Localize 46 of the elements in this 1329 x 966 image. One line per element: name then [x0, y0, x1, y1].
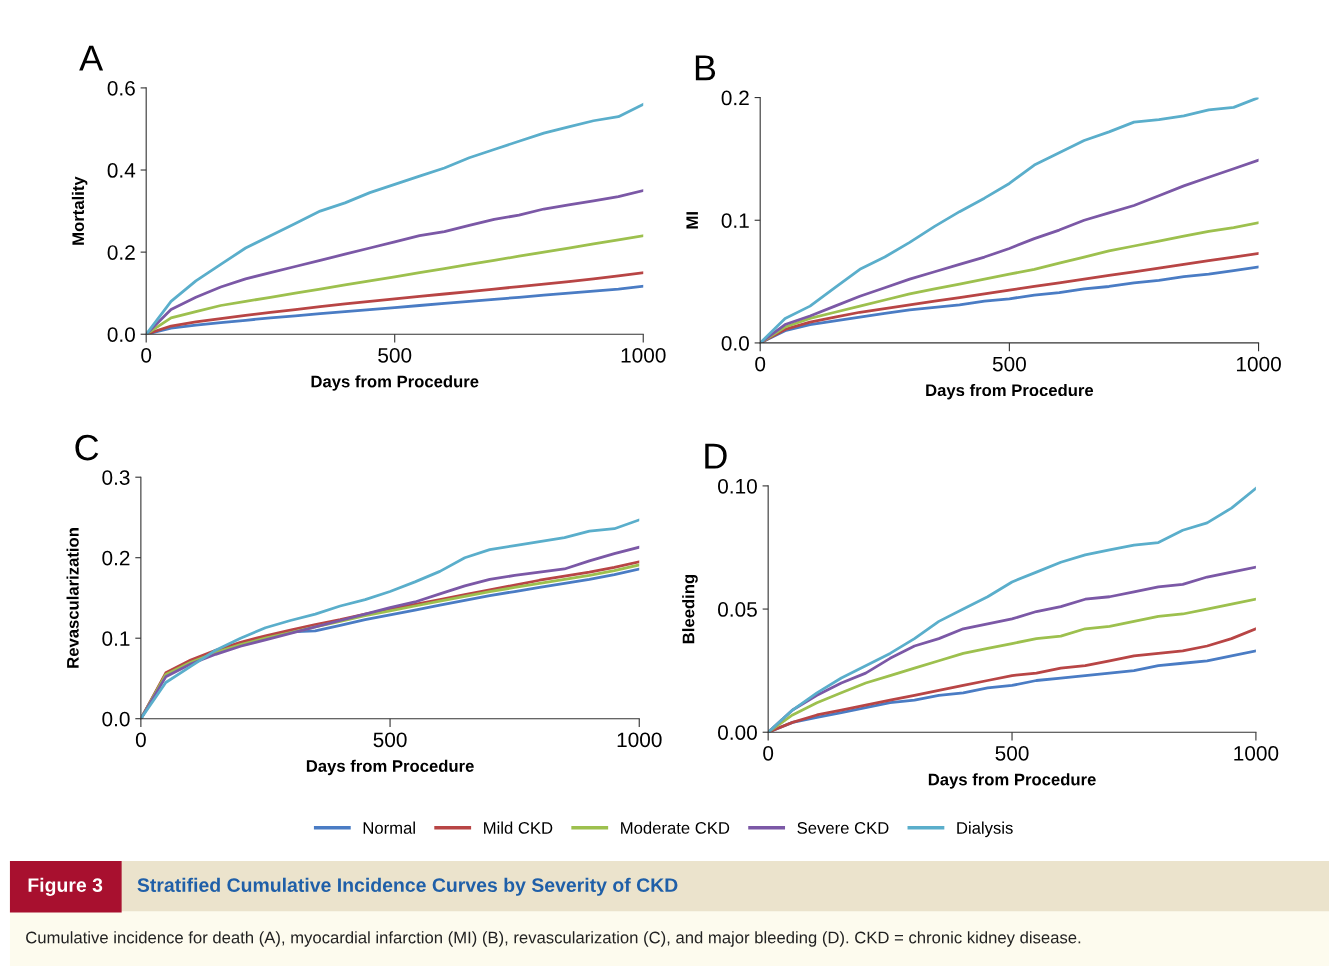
x-tick-label: 500: [995, 745, 1029, 761]
x-tick-label: 1000: [1236, 356, 1281, 372]
chart-title: A: [79, 45, 104, 71]
text: Stratified Cumulative Incidence Curves by Severity of CKD: [137, 877, 678, 896]
x-tick-label: 0: [135, 732, 146, 748]
y-tick-label: 0.2: [721, 90, 749, 106]
y-tick-label: 0.0: [102, 711, 130, 727]
caption: Figure 3: [28, 877, 103, 896]
y-tick-label: 0.0: [721, 335, 749, 351]
y-tick-label: 0.2: [107, 245, 135, 260]
x-tick-label: 1000: [617, 732, 662, 748]
legend-label: Dialysis: [957, 821, 1013, 838]
x-axis-title: Days from Procedure: [928, 773, 1096, 789]
y-tick-label: 0.4: [107, 163, 136, 178]
legend-label: Mild CKD: [484, 821, 553, 834]
x-axis-title: Days from Procedure: [311, 375, 479, 391]
y-tick-label: 0.2: [102, 550, 130, 566]
x-tick-label: 500: [992, 356, 1026, 372]
y-axis-title: MI: [686, 212, 698, 229]
legend-label: Normal: [363, 821, 415, 834]
legend-label: Severe CKD: [797, 822, 889, 834]
y-axis-title: Revascularization: [66, 528, 79, 668]
chart-title: B: [695, 55, 716, 81]
y-tick-label: 0.05: [718, 602, 757, 617]
x-tick-label: 0: [141, 347, 152, 363]
x-tick-label: 0: [755, 356, 766, 372]
y-tick-label: 0.1: [102, 631, 130, 646]
y-axis-title: Mortality: [71, 176, 88, 245]
x-tick-label: 1000: [1234, 745, 1279, 761]
chart-title: D: [705, 443, 727, 469]
y-tick-label: 0.3: [102, 470, 130, 485]
x-axis-title: Days from Procedure: [926, 383, 1094, 400]
chart-title: C: [75, 434, 99, 461]
x-tick-label: 500: [378, 347, 412, 363]
legend-label: Moderate CKD: [621, 821, 730, 834]
x-tick-label: 500: [373, 732, 407, 748]
y-tick-label: 0.6: [107, 80, 135, 96]
y-tick-label: 0.1: [721, 213, 749, 228]
x-tick-label: 1000: [621, 347, 666, 363]
y-axis-title: Bleeding: [682, 574, 698, 644]
y-tick-label: 0.00: [718, 725, 757, 740]
x-axis-title: Days from Procedure: [306, 759, 474, 776]
x-tick-label: 0: [763, 745, 774, 761]
text: Cumulative incidence for death (A), myocardial infarction (MI) (B), revascularization (C), and major bleeding (D). CKD = chronic kidney disease.: [26, 931, 1081, 947]
y-tick-label: 0.10: [718, 478, 757, 494]
y-tick-label: 0.0: [107, 327, 135, 342]
